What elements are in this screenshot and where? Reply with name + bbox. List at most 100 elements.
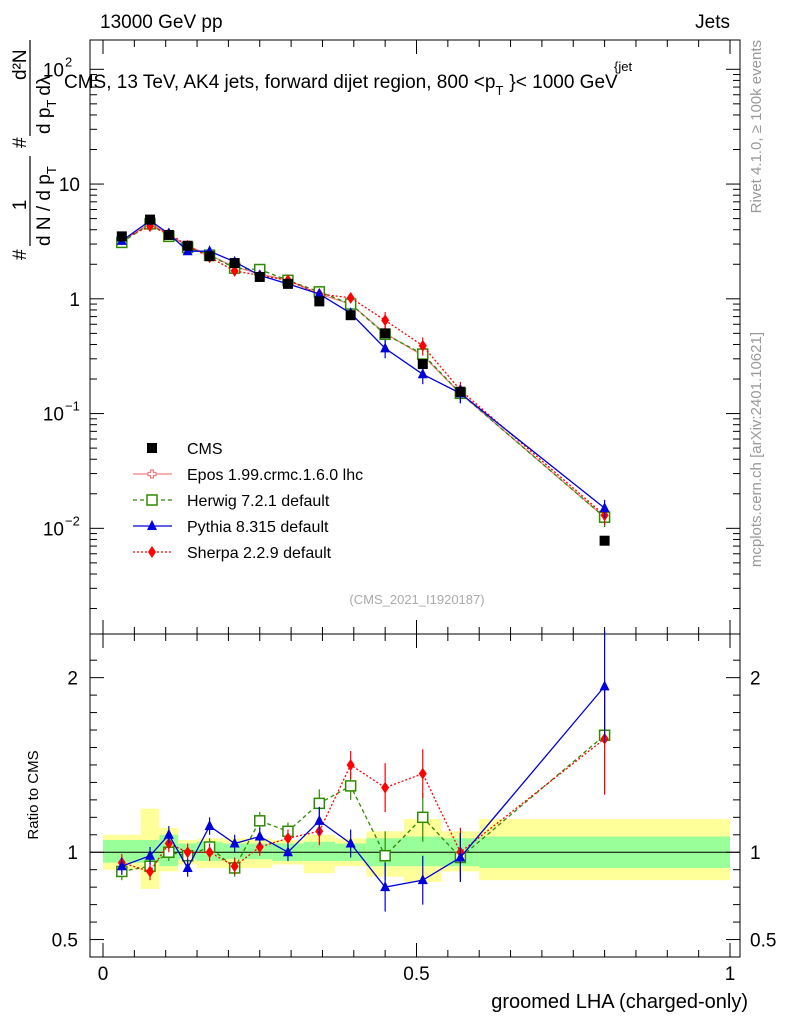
header-energy: 13000 GeV pp <box>100 12 223 33</box>
point-cms <box>599 535 610 546</box>
ratio-y-tick-label-right: 1 <box>750 843 761 864</box>
y-tick-label: 10 <box>59 175 80 196</box>
legend-label: Epos 1.99.crmc.1.6.0 lhc <box>187 467 363 484</box>
ratio-point-pythia <box>314 814 325 825</box>
y-tick-label: 1 <box>69 290 80 311</box>
point-cms <box>204 251 215 262</box>
point-cms <box>145 214 156 225</box>
legend-item-sherpa: Sherpa 2.2.9 default <box>133 545 332 562</box>
ratio-panel: 0.5 0.5 1 1 2 2 0 0.5 1 Ratio to CMS groomed LHA… <box>25 630 776 1013</box>
legend-marker <box>147 469 157 479</box>
point-cms <box>116 231 127 242</box>
ratio-point-sherpa <box>230 860 239 873</box>
point-pythia <box>599 502 610 513</box>
ylabel-num1: 1 <box>10 200 31 211</box>
point-pythia <box>417 368 428 379</box>
ratio-y-tick-label: 1 <box>67 843 78 864</box>
ylabel-den1: d N / d p <box>34 174 55 246</box>
point-cms <box>345 310 356 321</box>
series-cms <box>116 214 610 546</box>
legend: CMS Epos 1.99.crmc.1.6.0 lhc Herwig 7.2.1 … <box>133 441 363 562</box>
legend-marker <box>146 494 158 506</box>
ratio-point-herwig <box>344 780 357 792</box>
legend-item-cms: CMS <box>147 441 223 458</box>
ylabel-den1-sub: T <box>44 166 59 174</box>
watermark: (CMS_2021_I1920187) <box>349 592 484 607</box>
y-tick-label: 10 <box>43 60 64 81</box>
ratio-line-sherpa <box>121 738 606 873</box>
ratio-series <box>116 630 611 912</box>
plot-title-end: }< 1000 GeV <box>509 72 618 93</box>
ratio-point-pythia <box>204 820 215 831</box>
y-tick-exponent: −2 <box>65 513 80 528</box>
legend-marker <box>148 546 156 558</box>
ylabel-hash-mid: # <box>10 137 31 148</box>
plot-title-sup: {jet <box>614 59 632 74</box>
point-cms <box>282 278 293 289</box>
rivet-label: Rivet 4.1.0, ≥ 100k events <box>748 40 765 213</box>
ylabel-den2-sub: T <box>44 100 59 108</box>
ratio-y-tick-label: 0.5 <box>52 931 78 952</box>
main-series <box>116 214 611 546</box>
ratio-point-pythia <box>380 881 391 892</box>
point-pythia <box>380 342 391 353</box>
main-ylabel: # 1 d N / d pT # d²N d pTdλ <box>10 40 59 260</box>
x-axis-label: groomed LHA (charged-only) <box>491 991 748 1013</box>
point-cms <box>455 386 466 397</box>
point-sherpa <box>346 291 355 304</box>
ratio-y-tick-label-right: 0.5 <box>750 931 776 952</box>
series-line-herwig <box>121 223 606 518</box>
point-cms <box>163 229 174 240</box>
svg-text:CMS, 13 TeV, AK4 jets, forward: CMS, 13 TeV, AK4 jets, forward dijet reg… <box>64 72 618 98</box>
point-cms <box>254 271 265 282</box>
legend-marker <box>147 520 157 530</box>
plot-title: CMS, 13 TeV, AK4 jets, forward dijet reg… <box>64 59 632 98</box>
ratio-ticks: 0.5 0.5 1 1 2 2 0 0.5 1 <box>52 634 776 985</box>
ylabel-den2-b: dλ <box>34 75 55 96</box>
svg-text:d N / d pT: d N / d pT <box>34 166 59 246</box>
ratio-point-sherpa <box>205 846 214 859</box>
ratio-point-sherpa <box>255 841 264 854</box>
svg-text:d pTdλ: d pTdλ <box>34 75 59 134</box>
ratio-point-pythia <box>345 837 356 848</box>
band-inner <box>303 841 335 861</box>
ratio-point-sherpa <box>183 846 192 859</box>
ratio-point-pythia <box>116 860 127 871</box>
y-tick-exponent: 2 <box>65 54 72 69</box>
ratio-point-sherpa <box>418 767 427 780</box>
legend-label: CMS <box>187 441 223 458</box>
ratio-y-tick-label: 2 <box>67 669 78 690</box>
x-tick-label: 0 <box>98 964 109 985</box>
y-tick-exponent: −1 <box>65 399 80 414</box>
series-line-pythia <box>121 219 606 509</box>
ylabel-den2: d p <box>34 108 55 134</box>
x-tick-label: 0.5 <box>403 964 429 985</box>
legend-label: Herwig 7.2.1 default <box>187 493 330 510</box>
legend-item-epos: Epos 1.99.crmc.1.6.0 lhc <box>133 467 363 484</box>
ratio-point-pythia <box>417 874 428 885</box>
ratio-point-sherpa <box>381 781 390 794</box>
ratio-point-herwig <box>254 815 266 827</box>
plot-title-sub: T <box>495 83 503 98</box>
ratio-point-pythia <box>145 849 156 860</box>
band-inner <box>103 840 141 863</box>
legend-label: Sherpa 2.2.9 default <box>187 545 332 562</box>
ratio-point-pythia <box>254 830 265 841</box>
ratio-point-sherpa <box>346 758 355 771</box>
ratio-point-pythia <box>455 851 466 862</box>
ylabel-hash-left: # <box>10 249 31 260</box>
y-tick-label: 10 <box>43 405 64 426</box>
ratio-frame <box>89 633 741 958</box>
point-cms <box>380 328 391 339</box>
ratio-point-pythia <box>229 837 240 848</box>
point-pythia <box>314 288 325 299</box>
ratio-point-herwig <box>417 811 429 824</box>
point-sherpa <box>418 339 427 352</box>
point-cms <box>417 359 428 370</box>
ratio-ylabel: Ratio to CMS <box>25 750 42 839</box>
ratio-point-sherpa <box>146 865 155 878</box>
point-cms <box>314 296 325 307</box>
legend-label: Pythia 8.315 default <box>187 519 329 536</box>
point-cms <box>229 258 240 269</box>
